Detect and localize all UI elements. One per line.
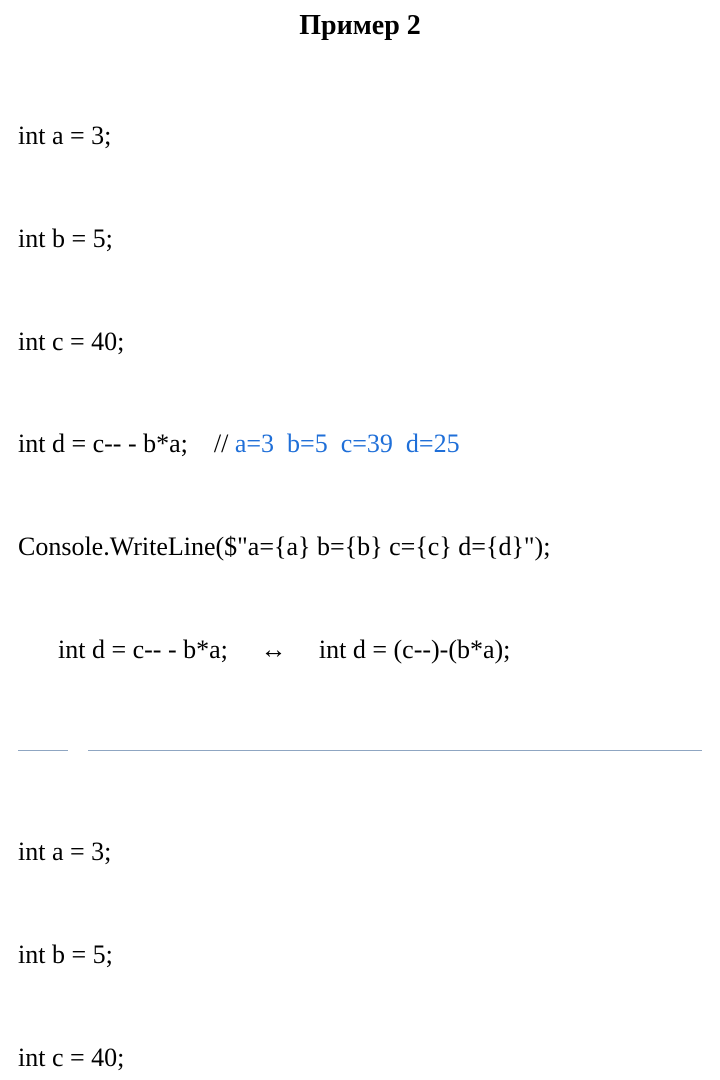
code-line: int b = 5; <box>18 222 702 256</box>
code-line: int b = 5; <box>18 938 702 972</box>
code-text: int d = c-- - b*a; // <box>18 429 235 458</box>
code-line: int a = 3; <box>18 119 702 153</box>
divider <box>18 736 702 766</box>
code-block-2: int a = 3; int b = 5; int c = 40; int d … <box>18 766 702 1080</box>
title: Пример 2 <box>18 10 702 42</box>
code-comment: a=3 b=5 c=39 d=25 <box>235 429 460 458</box>
code-line: int c = 40; <box>18 1041 702 1075</box>
divider-segment <box>88 750 702 751</box>
code-block-1: int a = 3; int b = 5; int c = 40; int d … <box>18 50 702 736</box>
code-line: int d = c-- - b*a; // a=3 b=5 c=39 d=25 <box>18 427 702 461</box>
code-line-equiv: int d = c-- - b*a; ↔ int d = (c--)-(b*a)… <box>18 633 702 667</box>
code-line: Console.WriteLine($"a={a} b={b} c={c} d=… <box>18 530 702 564</box>
code-line: int a = 3; <box>18 835 702 869</box>
divider-segment <box>18 750 68 751</box>
code-line: int c = 40; <box>18 325 702 359</box>
slide: Пример 2 int a = 3; int b = 5; int c = 4… <box>0 0 720 540</box>
